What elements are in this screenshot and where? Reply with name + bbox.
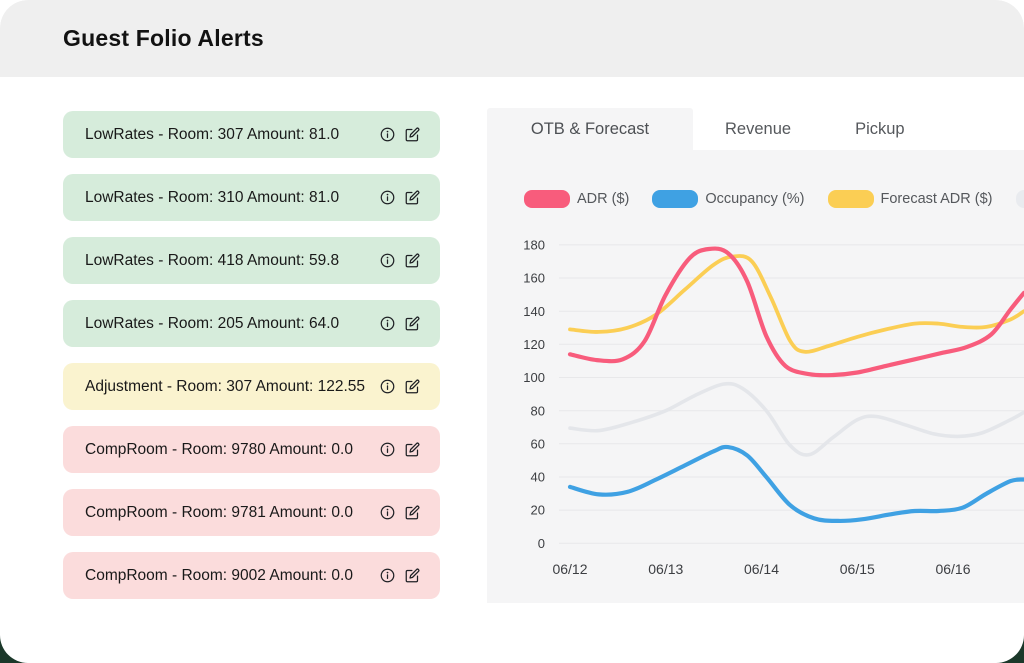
- alert-actions: [379, 316, 420, 332]
- alert-actions: [379, 190, 420, 206]
- info-icon: [380, 442, 395, 457]
- alert-text: LowRates - Room: 418 Amount: 59.8: [85, 252, 339, 270]
- info-icon: [380, 505, 395, 520]
- tab-otb-forecast[interactable]: OTB & Forecast: [487, 108, 693, 150]
- legend-label: Occupancy (%): [705, 191, 804, 207]
- legend-item-occupancy[interactable]: Occupancy (%): [652, 190, 804, 208]
- y-axis-label: 120: [523, 337, 545, 352]
- x-axis-labels: 06/12 06/13 06/14 06/15 06/16: [552, 561, 970, 577]
- alert-info-button[interactable]: [379, 190, 395, 206]
- alert-edit-button[interactable]: [404, 127, 420, 143]
- otb-forecast-chart: 02040608010012014016018006/1206/1306/140…: [487, 150, 1024, 603]
- alert-info-button[interactable]: [379, 379, 395, 395]
- legend-item-adr[interactable]: ADR ($): [524, 190, 629, 208]
- legend-swatch: [828, 190, 874, 208]
- legend-swatch: [1016, 190, 1024, 208]
- alert-item-danger: CompRoom - Room: 9781 Amount: 0.0: [63, 489, 440, 536]
- chart-gridlines: [559, 245, 1024, 543]
- alert-edit-button[interactable]: [404, 190, 420, 206]
- alert-actions: [379, 505, 420, 521]
- alert-text: LowRates - Room: 310 Amount: 81.0: [85, 189, 339, 207]
- y-axis-label: 180: [523, 238, 545, 253]
- x-axis-label: 06/14: [744, 561, 779, 577]
- edit-icon: [405, 127, 420, 142]
- y-axis-label: 20: [531, 503, 545, 518]
- tab-revenue[interactable]: Revenue: [693, 108, 823, 150]
- edit-icon: [405, 505, 420, 520]
- alert-info-button[interactable]: [379, 568, 395, 584]
- chart-panel-section: OTB & ForecastRevenuePickup ADR ($) Occup…: [487, 108, 1024, 603]
- alert-text: CompRoom - Room: 9002 Amount: 0.0: [85, 567, 353, 585]
- edit-icon: [405, 316, 420, 331]
- alert-edit-button[interactable]: [404, 379, 420, 395]
- series-line-adr: [570, 249, 1024, 376]
- edit-icon: [405, 442, 420, 457]
- alert-item-success: LowRates - Room: 205 Amount: 64.0: [63, 300, 440, 347]
- alert-text: CompRoom - Room: 9781 Amount: 0.0: [85, 504, 353, 522]
- x-axis-label: 06/13: [648, 561, 683, 577]
- legend-item-forecast-adr[interactable]: Forecast ADR ($): [828, 190, 993, 208]
- edit-icon: [405, 379, 420, 394]
- legend-label: Forecast ADR ($): [881, 191, 993, 207]
- info-icon: [380, 568, 395, 583]
- alert-item-danger: CompRoom - Room: 9780 Amount: 0.0: [63, 426, 440, 473]
- alert-edit-button[interactable]: [404, 442, 420, 458]
- legend-swatch: [524, 190, 570, 208]
- y-axis-label: 40: [531, 470, 545, 485]
- chart-legend: ADR ($) Occupancy (%) Forecast ADR ($): [524, 190, 1024, 208]
- alert-item-success: LowRates - Room: 310 Amount: 81.0: [63, 174, 440, 221]
- edit-icon: [405, 190, 420, 205]
- alert-actions: [379, 127, 420, 143]
- alert-actions: [379, 253, 420, 269]
- alerts-list: LowRates - Room: 307 Amount: 81.0 LowRat…: [63, 111, 440, 599]
- legend-swatch: [652, 190, 698, 208]
- y-axis-label: 80: [531, 403, 545, 418]
- chart-panel: ADR ($) Occupancy (%) Forecast ADR ($) 0 20…: [487, 150, 1024, 603]
- info-icon: [380, 379, 395, 394]
- alert-item-danger: CompRoom - Room: 9002 Amount: 0.0: [63, 552, 440, 599]
- y-axis-label: 160: [523, 271, 545, 286]
- page-header: Guest Folio Alerts: [0, 0, 1024, 77]
- legend-label: ADR ($): [577, 191, 629, 207]
- info-icon: [380, 127, 395, 142]
- alert-text: LowRates - Room: 205 Amount: 64.0: [85, 315, 339, 333]
- alert-info-button[interactable]: [379, 442, 395, 458]
- alert-edit-button[interactable]: [404, 568, 420, 584]
- info-icon: [380, 190, 395, 205]
- x-axis-label: 06/15: [840, 561, 875, 577]
- alert-actions: [379, 568, 420, 584]
- alert-item-success: LowRates - Room: 418 Amount: 59.8: [63, 237, 440, 284]
- alert-info-button[interactable]: [379, 505, 395, 521]
- y-axis-label: 0: [538, 536, 545, 551]
- alert-item-success: LowRates - Room: 307 Amount: 81.0: [63, 111, 440, 158]
- edit-icon: [405, 253, 420, 268]
- alert-edit-button[interactable]: [404, 253, 420, 269]
- tab-pickup[interactable]: Pickup: [823, 108, 937, 150]
- alert-item-warning: Adjustment - Room: 307 Amount: 122.55: [63, 363, 440, 410]
- alert-info-button[interactable]: [379, 316, 395, 332]
- alert-actions: [379, 442, 420, 458]
- page-title: Guest Folio Alerts: [63, 25, 264, 52]
- info-icon: [380, 316, 395, 331]
- y-axis-labels: 0 20 40 60 80 100 120 140 160 180: [523, 238, 545, 551]
- alert-info-button[interactable]: [379, 127, 395, 143]
- edit-icon: [405, 568, 420, 583]
- info-icon: [380, 253, 395, 268]
- alert-text: Adjustment - Room: 307 Amount: 122.55: [85, 378, 365, 396]
- alert-text: CompRoom - Room: 9780 Amount: 0.0: [85, 441, 353, 459]
- y-axis-label: 140: [523, 304, 545, 319]
- alert-edit-button[interactable]: [404, 505, 420, 521]
- series-line-forecast-adr: [570, 256, 1024, 352]
- alert-info-button[interactable]: [379, 253, 395, 269]
- guest-folio-alerts-page: Guest Folio Alerts LowRates - Room: 307 …: [0, 0, 1024, 663]
- legend-item-disabled-series[interactable]: [1016, 190, 1024, 208]
- alert-edit-button[interactable]: [404, 316, 420, 332]
- x-axis-label: 06/16: [935, 561, 970, 577]
- x-axis-label: 06/12: [552, 561, 587, 577]
- alert-actions: [379, 379, 420, 395]
- y-axis-label: 60: [531, 436, 545, 451]
- chart-tabs: OTB & ForecastRevenuePickup: [487, 108, 1024, 150]
- alert-text: LowRates - Room: 307 Amount: 81.0: [85, 126, 339, 144]
- y-axis-label: 100: [523, 370, 545, 385]
